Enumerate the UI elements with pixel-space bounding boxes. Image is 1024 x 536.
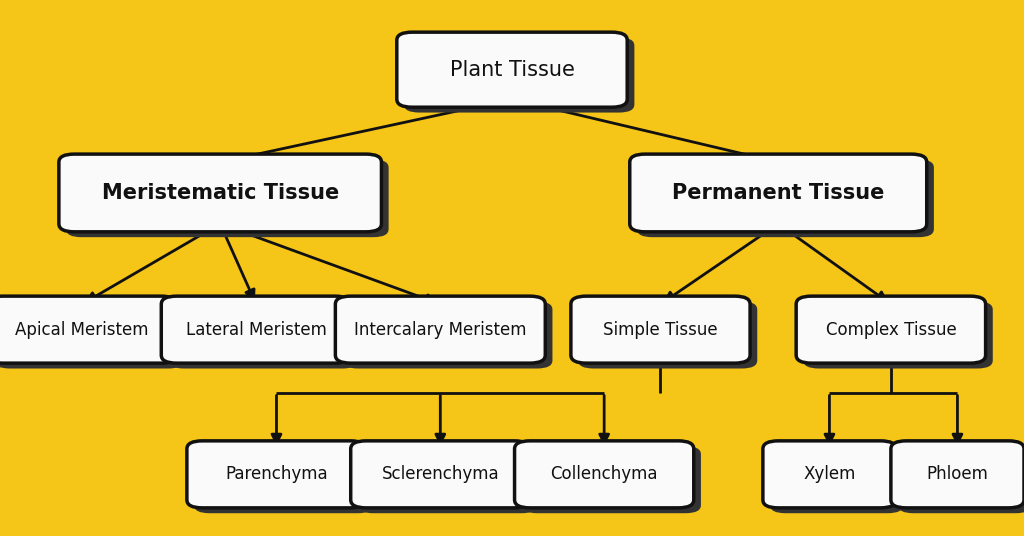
FancyBboxPatch shape [521, 446, 700, 513]
FancyBboxPatch shape [67, 160, 388, 237]
Text: Meristematic Tissue: Meristematic Tissue [101, 183, 339, 203]
Text: Simple Tissue: Simple Tissue [603, 321, 718, 339]
FancyBboxPatch shape [770, 446, 903, 513]
FancyBboxPatch shape [195, 446, 373, 513]
Text: Collenchyma: Collenchyma [551, 465, 657, 483]
FancyBboxPatch shape [403, 38, 634, 113]
Text: Apical Meristem: Apical Meristem [15, 321, 148, 339]
FancyBboxPatch shape [514, 441, 694, 508]
FancyBboxPatch shape [342, 301, 553, 369]
FancyBboxPatch shape [797, 296, 985, 363]
FancyBboxPatch shape [898, 446, 1024, 513]
FancyBboxPatch shape [0, 296, 176, 363]
Text: Parenchyma: Parenchyma [225, 465, 328, 483]
Text: Phloem: Phloem [927, 465, 988, 483]
FancyBboxPatch shape [336, 296, 545, 363]
FancyBboxPatch shape [161, 296, 350, 363]
FancyBboxPatch shape [637, 160, 934, 237]
Text: Lateral Meristem: Lateral Meristem [185, 321, 327, 339]
Text: Xylem: Xylem [803, 465, 856, 483]
FancyBboxPatch shape [630, 154, 927, 232]
FancyBboxPatch shape [168, 301, 358, 369]
FancyBboxPatch shape [803, 301, 993, 369]
FancyBboxPatch shape [59, 154, 381, 232]
Text: Complex Tissue: Complex Tissue [825, 321, 956, 339]
FancyBboxPatch shape [891, 441, 1024, 508]
Text: Sclerenchyma: Sclerenchyma [382, 465, 499, 483]
Text: Permanent Tissue: Permanent Tissue [672, 183, 885, 203]
FancyBboxPatch shape [578, 301, 758, 369]
FancyBboxPatch shape [571, 296, 750, 363]
Text: Plant Tissue: Plant Tissue [450, 59, 574, 80]
FancyBboxPatch shape [0, 301, 184, 369]
FancyBboxPatch shape [358, 446, 537, 513]
FancyBboxPatch shape [350, 441, 530, 508]
Text: Intercalary Meristem: Intercalary Meristem [354, 321, 526, 339]
FancyBboxPatch shape [763, 441, 896, 508]
FancyBboxPatch shape [186, 441, 367, 508]
FancyBboxPatch shape [396, 32, 627, 107]
